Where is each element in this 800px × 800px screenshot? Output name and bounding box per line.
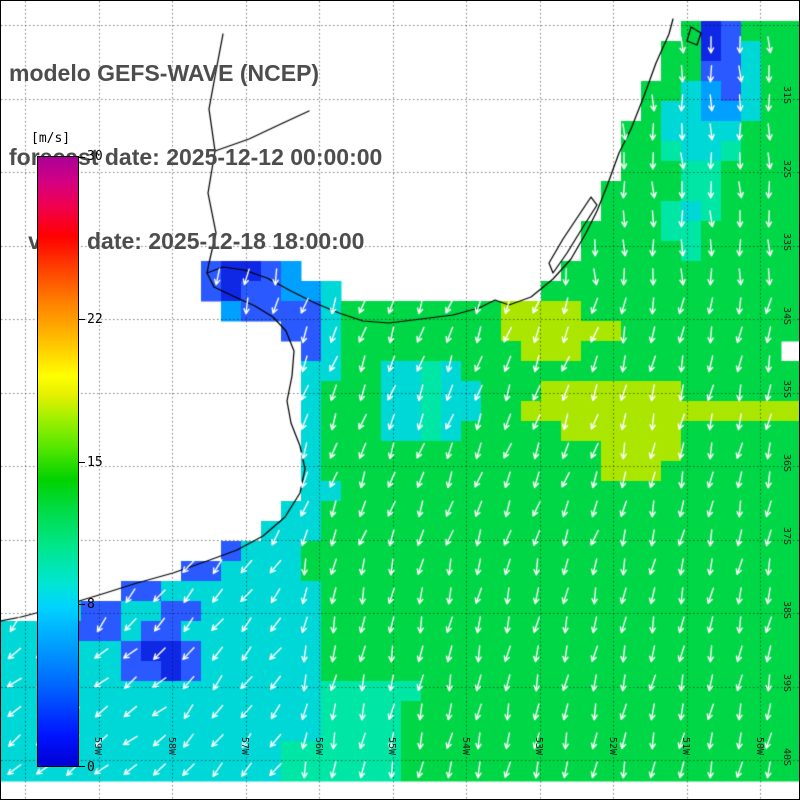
latitude-tick-label: 39S [781, 674, 792, 693]
latitude-tick-label: 34S [781, 307, 792, 326]
longitude-tick-label: 59W [92, 737, 103, 756]
longitude-tick-label: 52W [607, 737, 618, 756]
model-title: modelo GEFS-WAVE (NCEP) [9, 60, 320, 86]
colorbar-tick-mark [79, 766, 85, 767]
colorbar-tick-mark [79, 318, 85, 320]
longitude-tick-label: 51W [680, 737, 691, 756]
latitude-tick-label: 33S [781, 233, 792, 252]
colorbar-tick-mark [79, 461, 85, 463]
colorbar-tick-label: 8 [87, 597, 95, 613]
longitude-tick-label: 54W [460, 737, 471, 756]
colorbar-tick-mark [79, 604, 85, 606]
latitude-tick-label: 37S [781, 527, 792, 546]
colorbar-tick-label: 30 [87, 149, 103, 164]
latitude-tick-label: 31S [781, 86, 792, 105]
colorbar-unit-label: [m/s] [31, 131, 71, 146]
colorbar-gradient [37, 156, 79, 767]
colorbar-tick-label: 22 [87, 311, 103, 327]
colorbar-tick-mark [79, 157, 85, 158]
latitude-tick-label: 38S [781, 601, 792, 620]
longitude-tick-label: 58W [166, 737, 177, 756]
latitude-tick-label: 32S [781, 160, 792, 179]
longitude-tick-label: 53W [533, 737, 544, 756]
latitude-tick-label: 36S [781, 454, 792, 473]
longitude-tick-label: 57W [239, 737, 250, 756]
longitude-tick-label: 56W [313, 737, 324, 756]
colorbar-tick-label: 15 [87, 454, 103, 470]
longitude-tick-label: 50W [754, 737, 765, 756]
colorbar-tick-label: 0 [87, 760, 95, 775]
latitude-tick-label: 35S [781, 380, 792, 399]
latitude-tick-label: 40S [781, 748, 792, 767]
longitude-tick-label: 55W [386, 737, 397, 756]
